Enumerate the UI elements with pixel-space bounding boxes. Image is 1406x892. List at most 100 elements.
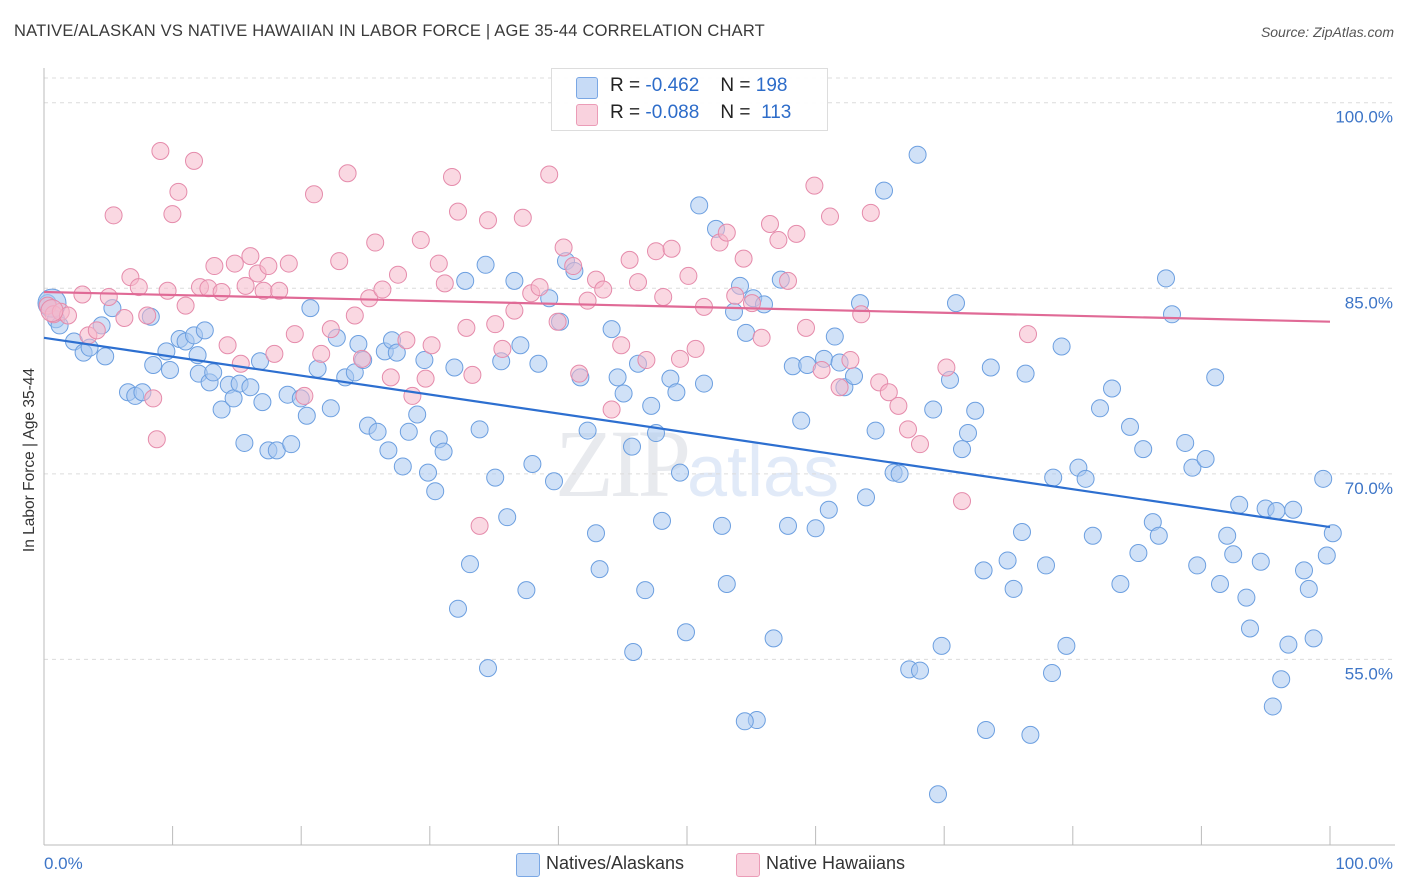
y-tick-label: 100.0% [1335,108,1393,127]
data-point-natives [578,421,597,440]
legend-r-label: R = [610,102,641,123]
data-point-hawaiians [761,214,779,233]
data-point-hawaiians [463,365,482,384]
data-point-hawaiians [366,233,385,252]
data-point-hawaiians [218,336,237,355]
data-point-natives [434,442,453,461]
data-point-hawaiians [620,250,639,269]
data-point-natives [449,599,467,618]
data-point-natives [1103,379,1121,398]
data-point-natives [614,384,633,403]
data-point-hawaiians [861,203,880,222]
data-point-natives [393,457,412,476]
data-point-natives [529,354,548,373]
data-point-natives [1218,526,1237,545]
data-point-hawaiians [73,285,92,304]
data-point-hawaiians [449,202,467,221]
data-point-hawaiians [787,224,806,243]
data-point-hawaiians [686,339,705,358]
data-point-natives [623,437,641,456]
data-point-natives [866,421,885,440]
data-point-natives [161,360,179,379]
data-point-natives [479,659,497,678]
data-point-natives [1057,636,1076,655]
data-point-hawaiians [259,257,278,276]
x-tick-label-min: 0.0% [44,854,83,873]
data-point-natives [1183,458,1202,477]
data-point-hawaiians [457,318,476,337]
data-point-hawaiians [548,312,567,331]
legend-r-value: -0.462 [645,75,700,96]
data-point-natives [713,516,731,535]
data-point-natives [308,359,327,378]
data-point-natives [1237,588,1256,607]
data-point-natives [924,400,943,419]
data-point-hawaiians [734,249,753,268]
data-point-natives [282,435,301,454]
data-point-natives [523,454,542,473]
data-point-hawaiians [99,287,118,306]
data-point-natives [929,785,947,804]
data-point-natives [974,561,993,580]
data-point-hawaiians [279,254,298,273]
data-point-hawaiians [647,242,665,261]
data-point-natives [297,406,316,425]
data-point-hawaiians [505,301,524,320]
data-point-natives [1043,664,1061,683]
data-point-natives [253,393,272,412]
data-point-hawaiians [138,306,157,325]
data-point-hawaiians [169,182,188,201]
data-point-natives [96,347,115,366]
data-point-natives [825,327,844,346]
data-point-hawaiians [429,254,448,273]
watermark-zip: ZIP [555,410,691,517]
data-point-hawaiians [654,287,673,306]
trend-lines [43,290,1331,529]
data-point-natives [677,623,695,642]
data-point-natives [653,511,671,530]
data-point-hawaiians [305,185,323,204]
data-point-hawaiians [578,291,597,310]
legend-n-label: N = [720,75,751,96]
data-point-hawaiians [513,208,532,227]
data-point-hawaiians [726,286,745,305]
data-point-natives [1323,524,1342,543]
data-point-natives [1279,635,1298,654]
data-point-natives [195,321,214,340]
data-point-hawaiians [163,205,182,224]
data-point-hawaiians [129,278,148,297]
watermark-atlas: atlas [687,432,840,512]
data-point-hawaiians [381,368,400,387]
data-point-hawaiians [812,360,831,379]
data-point-hawaiians [629,273,647,292]
legend-swatch-hawaiians [576,104,598,126]
data-point-natives [1016,364,1035,383]
data-point-natives [505,271,524,290]
y-tick-label: 55.0% [1345,664,1393,683]
data-point-hawaiians [486,315,505,334]
data-point-hawaiians [241,247,260,266]
data-point-natives [1317,546,1336,565]
data-point-hawaiians [416,369,435,388]
x-tick-label-max: 100.0% [1335,854,1393,873]
data-point-natives [1052,337,1071,356]
data-point-hawaiians [330,252,349,271]
data-point-hawaiians [937,358,956,377]
data-point-natives [642,396,661,415]
legend-label-hawaiians: Native Hawaiians [766,853,906,873]
data-point-hawaiians [852,305,871,324]
data-point-natives [1091,399,1109,418]
data-point-hawaiians [205,257,224,276]
data-point-natives [1129,544,1148,563]
data-point-natives [1263,697,1282,716]
legend-n-value: 113 [761,102,792,123]
data-point-natives [966,401,985,420]
data-point-natives [1211,574,1229,593]
data-point-hawaiians [403,386,422,405]
data-point-natives [806,519,825,538]
data-point-natives [959,424,977,443]
legend-text-natives: R = -0.462 N = 198 [610,75,787,97]
data-point-hawaiians [530,278,549,297]
data-point-natives [1299,579,1318,598]
data-point-natives [1224,545,1243,564]
